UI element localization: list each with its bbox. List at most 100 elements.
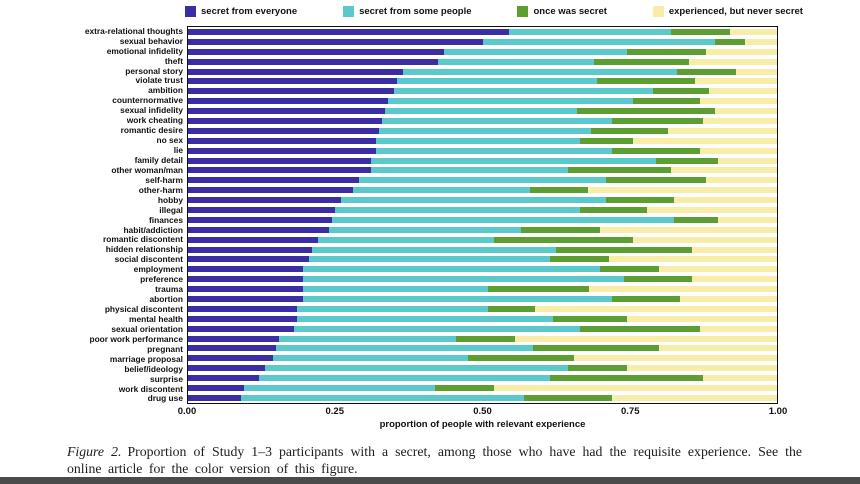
y-axis-label: self-harm bbox=[145, 174, 183, 185]
bar-segment bbox=[467, 355, 574, 362]
bar-segment bbox=[444, 48, 627, 55]
y-axis-label: social discontent bbox=[114, 254, 183, 265]
bar-row bbox=[188, 246, 777, 253]
bar-segment bbox=[188, 325, 295, 332]
bar-segment bbox=[296, 305, 489, 312]
bar-segment bbox=[188, 286, 303, 293]
bar-segment bbox=[606, 197, 674, 204]
legend-item: secret from some people bbox=[343, 6, 472, 17]
bar-segment bbox=[358, 177, 607, 184]
bar-segment bbox=[612, 117, 704, 124]
x-tick-label: 0.00 bbox=[177, 406, 197, 417]
bar-segment bbox=[276, 345, 533, 352]
bar-segment bbox=[188, 206, 336, 213]
bar-segment bbox=[612, 295, 680, 302]
bar-segment bbox=[188, 216, 333, 223]
bar-segment bbox=[376, 137, 580, 144]
y-axis-label: employment bbox=[133, 264, 183, 275]
bar-segment bbox=[709, 88, 777, 95]
bar-row bbox=[188, 216, 777, 223]
bar-row bbox=[188, 345, 777, 352]
bar-segment bbox=[188, 394, 241, 401]
bar-segment bbox=[579, 325, 701, 332]
bar-segment bbox=[509, 28, 671, 35]
bar-row bbox=[188, 286, 777, 293]
bar-segment bbox=[188, 78, 398, 85]
figure-caption: Figure 2. Proportion of Study 1–3 partici… bbox=[67, 443, 802, 477]
bar-segment bbox=[626, 365, 777, 372]
bar-segment bbox=[567, 167, 671, 174]
bar-segment bbox=[632, 98, 701, 105]
bar-segment bbox=[700, 147, 777, 154]
y-axis-label: extra-relational thoughts bbox=[84, 25, 183, 36]
bar-row bbox=[188, 28, 777, 35]
bar-segment bbox=[632, 137, 777, 144]
bar-row bbox=[188, 187, 777, 194]
bar-segment bbox=[188, 137, 377, 144]
bar-segment bbox=[694, 78, 777, 85]
bar-row bbox=[188, 385, 777, 391]
bar-segment bbox=[594, 58, 689, 65]
bar-segment bbox=[188, 385, 244, 391]
bar-segment bbox=[341, 197, 607, 204]
bar-segment bbox=[188, 226, 330, 233]
y-axis-label: finances bbox=[149, 214, 183, 225]
bar-row bbox=[188, 256, 777, 263]
y-axis-label: lie bbox=[173, 145, 183, 156]
bar-segment bbox=[302, 295, 613, 302]
y-axis-label: counternormative bbox=[112, 95, 183, 106]
legend-label: once was secret bbox=[533, 6, 607, 17]
y-axis-label: sexual behavior bbox=[119, 35, 183, 46]
bar-row bbox=[188, 305, 777, 312]
bar-segment bbox=[632, 236, 777, 243]
x-tick-label: 0.50 bbox=[473, 406, 492, 417]
bar-segment bbox=[579, 137, 633, 144]
caption-figure-label: Figure 2. bbox=[67, 444, 122, 459]
bar-segment bbox=[455, 335, 515, 342]
bar-segment bbox=[188, 147, 377, 154]
plot-area bbox=[187, 26, 778, 404]
bar-segment bbox=[659, 345, 777, 352]
bar-segment bbox=[588, 286, 777, 293]
legend-swatch-icon bbox=[652, 6, 664, 17]
bar-segment bbox=[370, 157, 657, 164]
bar-segment bbox=[670, 28, 730, 35]
bar-segment bbox=[514, 335, 777, 342]
y-axis-label: belief/ideology bbox=[124, 363, 183, 374]
bar-row bbox=[188, 325, 777, 332]
legend-label: secret from everyone bbox=[201, 6, 298, 17]
y-axis-label: pregnant bbox=[147, 343, 183, 354]
bar-segment bbox=[188, 157, 371, 164]
bar-segment bbox=[188, 38, 483, 45]
bar-segment bbox=[188, 295, 303, 302]
bar-segment bbox=[241, 394, 524, 401]
bar-segment bbox=[718, 216, 777, 223]
y-axis-label: violate trust bbox=[135, 75, 183, 86]
bar-row bbox=[188, 88, 777, 95]
y-axis-label: hobby bbox=[157, 194, 183, 205]
bar-segment bbox=[188, 256, 309, 263]
bar-segment bbox=[703, 375, 777, 382]
bar-row bbox=[188, 147, 777, 154]
bar-segment bbox=[188, 58, 439, 65]
bar-segment bbox=[188, 177, 359, 184]
bar-segment bbox=[706, 48, 777, 55]
bar-row bbox=[188, 375, 777, 382]
bar-segment bbox=[435, 385, 495, 391]
bar-segment bbox=[243, 385, 436, 391]
bar-segment bbox=[729, 28, 777, 35]
y-axis-label: theft bbox=[164, 55, 183, 66]
y-axis-label: physical discontent bbox=[104, 304, 183, 315]
bar-segment bbox=[311, 246, 557, 253]
y-axis-label: hidden relationship bbox=[105, 244, 183, 255]
bar-segment bbox=[659, 266, 777, 273]
bar-segment bbox=[735, 68, 777, 75]
bar-segment bbox=[668, 127, 777, 134]
bar-segment bbox=[626, 48, 707, 55]
bar-segment bbox=[691, 276, 777, 283]
bar-segment bbox=[706, 177, 777, 184]
bar-segment bbox=[188, 236, 318, 243]
bar-segment bbox=[188, 187, 353, 194]
bar-row bbox=[188, 127, 777, 134]
bar-segment bbox=[600, 266, 660, 273]
